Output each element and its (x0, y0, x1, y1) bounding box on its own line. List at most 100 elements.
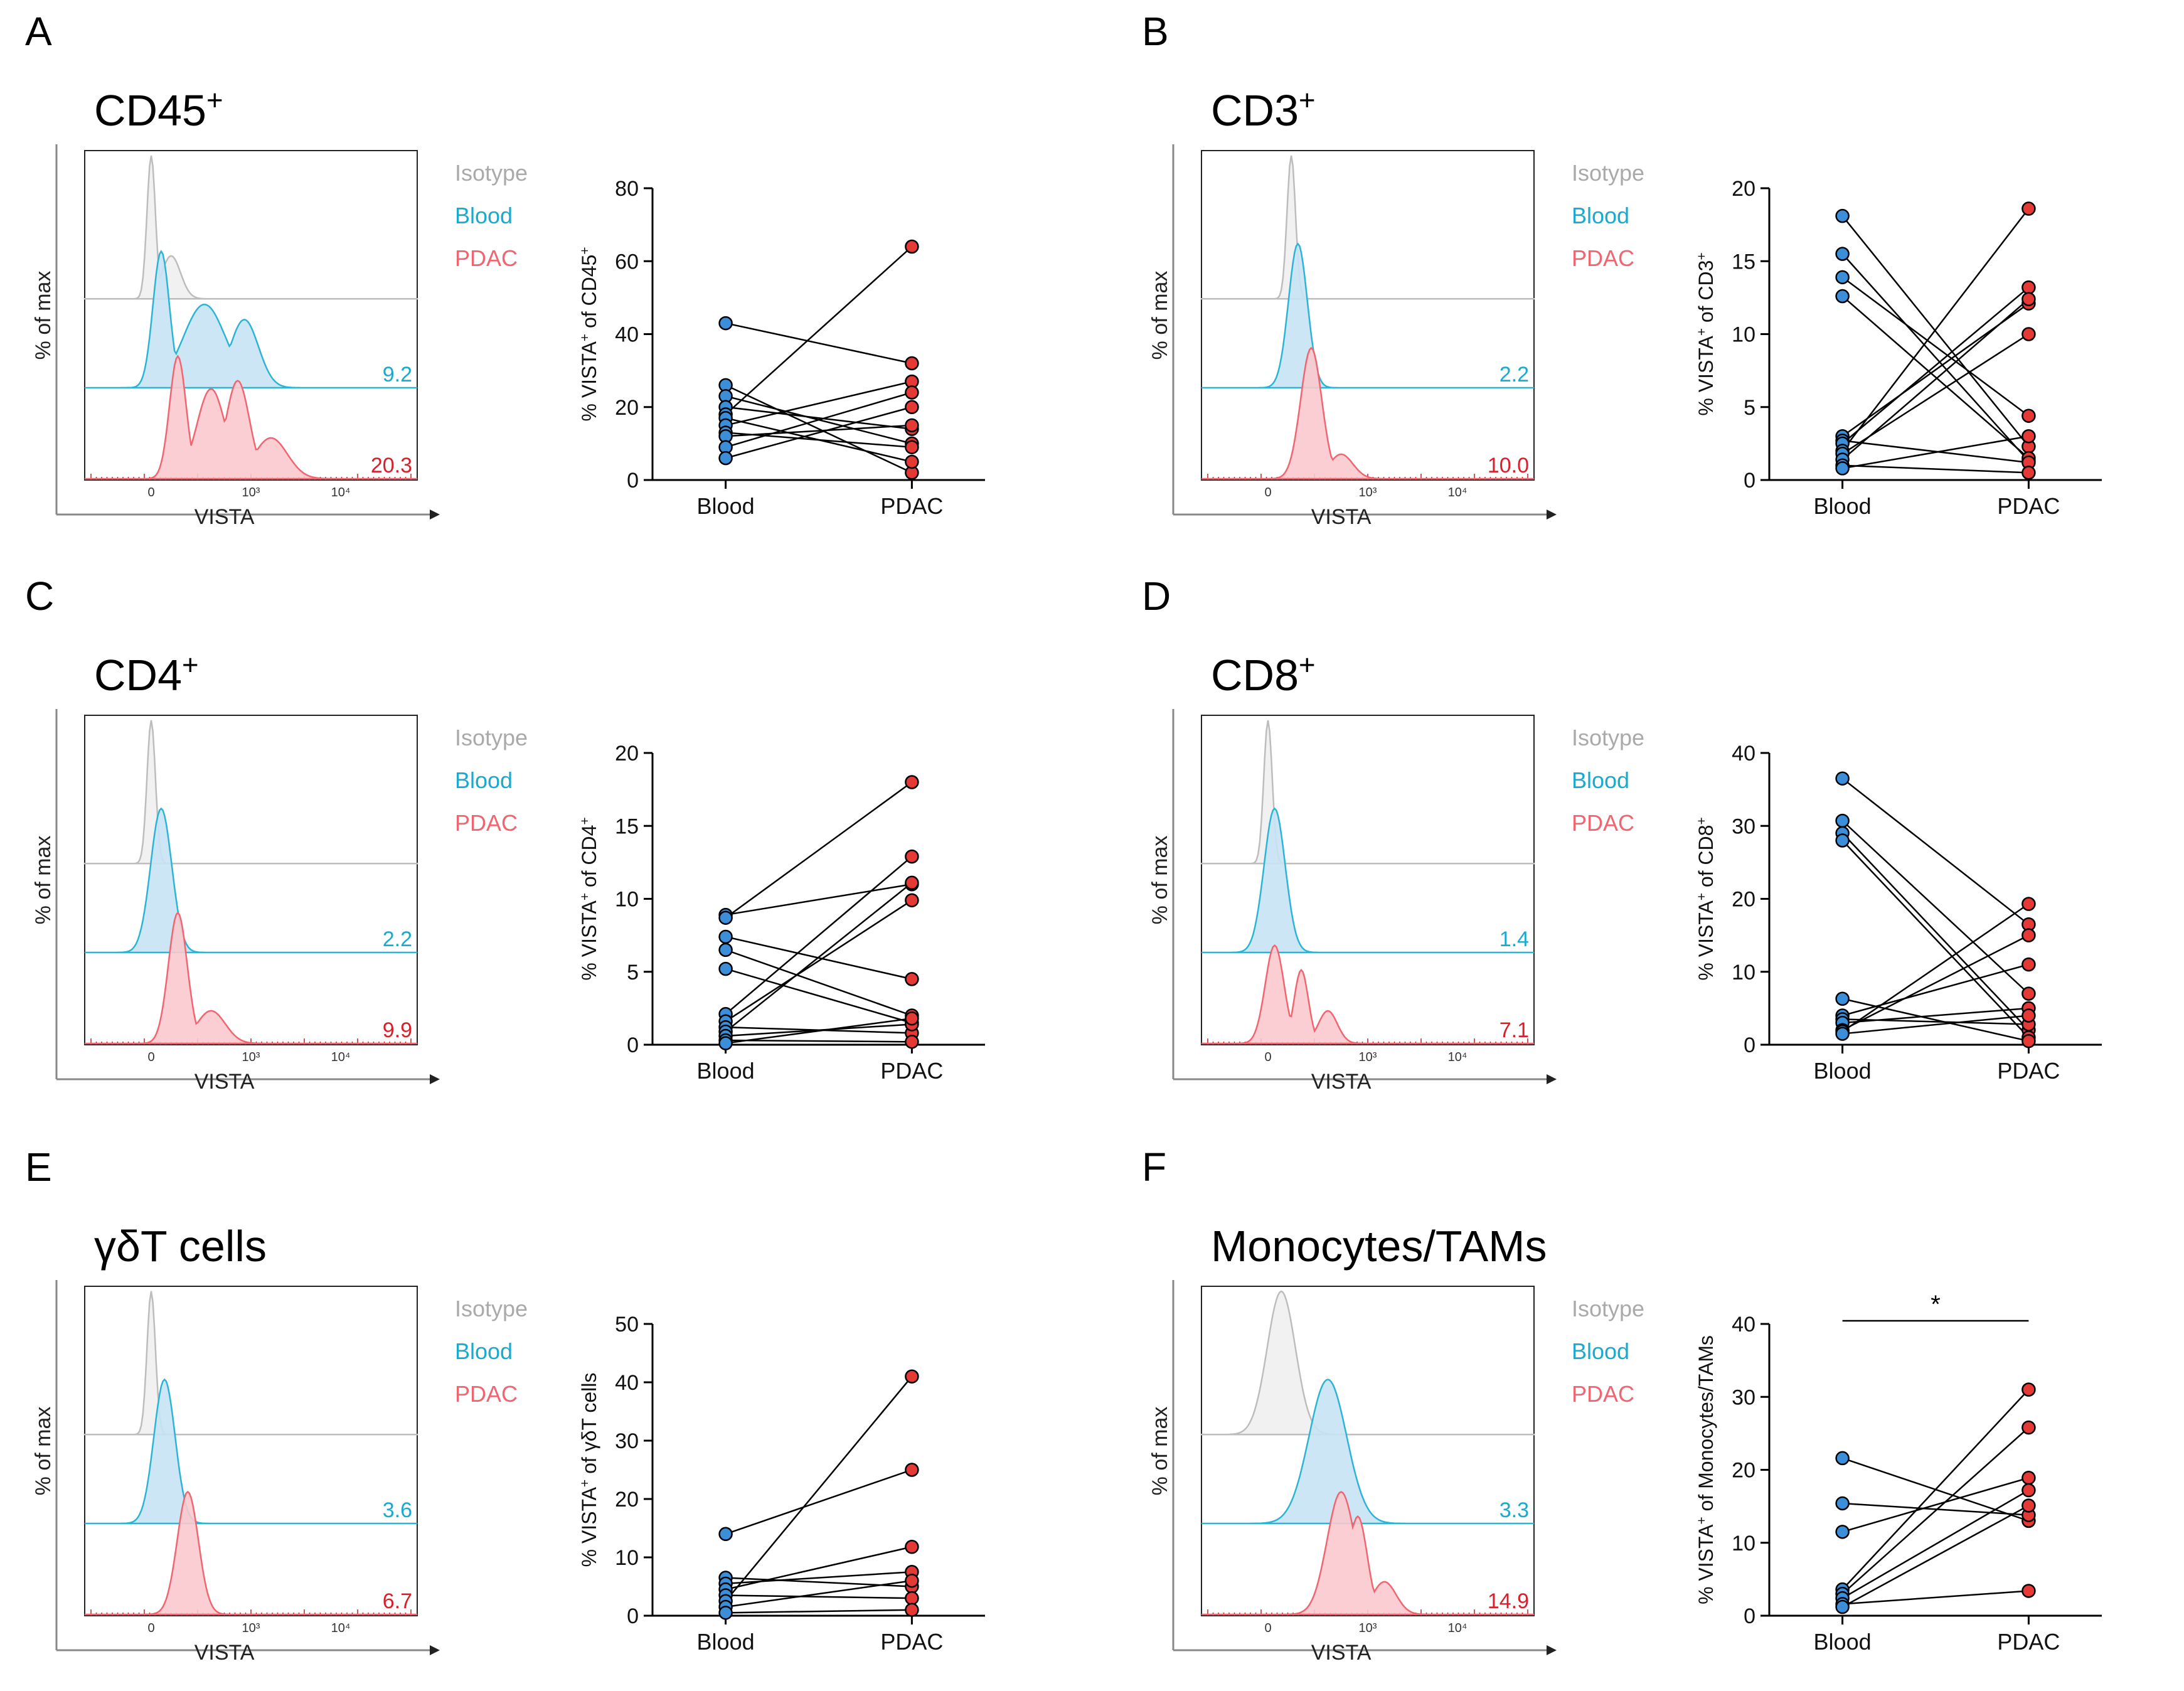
pair-line (725, 883, 912, 916)
panel-title: CD3+ (1211, 84, 1316, 136)
histogram-blood (1201, 807, 1534, 954)
hist-tick-label: 0 (147, 1621, 154, 1635)
pdac-point (2022, 292, 2036, 306)
scatter-ylabel: % VISTA+ of γδT cells (578, 1373, 601, 1567)
y-tick-label: 40 (615, 1371, 639, 1395)
pdac-point (2022, 280, 2036, 295)
hist-tick-label: 10³ (1359, 1050, 1377, 1064)
blood-point (1835, 1451, 1850, 1466)
pdac-point (2022, 327, 2036, 341)
hist-xlabel: VISTA (1311, 1641, 1372, 1665)
y-tick-label: 10 (615, 888, 639, 912)
hist-tick-label: 10⁴ (1448, 1050, 1468, 1064)
legend-isotype: Isotype (455, 1296, 528, 1321)
pair-line (1841, 820, 2030, 995)
hist-tick-label: 0 (147, 486, 154, 499)
pair-line (1841, 287, 2030, 444)
pair-line (1841, 298, 2030, 461)
pdac-point (2022, 1382, 2036, 1397)
category-label-pdac: PDAC (1997, 1629, 2060, 1655)
mfi-blood: 2.2 (1500, 363, 1529, 387)
blood-point (718, 1606, 733, 1620)
pdac-point (905, 849, 919, 864)
histogram-iso (1200, 155, 1535, 300)
histogram-frame (84, 715, 418, 1045)
histogram-frame (1201, 715, 1535, 1045)
panel-letter: A (25, 9, 52, 54)
pair-line (1841, 840, 2030, 1038)
y-tick-label: 15 (615, 814, 639, 838)
pair-line (1841, 215, 2030, 447)
category-label-pdac: PDAC (880, 493, 943, 519)
blood-point (718, 316, 733, 331)
legend-blood: Blood (455, 1338, 513, 1364)
pair-line (1841, 903, 2030, 1033)
mfi-blood: 9.2 (383, 363, 412, 387)
pdac-point (2022, 466, 2036, 480)
blood-point (1835, 771, 1850, 786)
y-tick-label: 0 (1744, 1033, 1755, 1057)
pair-line (725, 899, 913, 1022)
pdac-point (2022, 1033, 2036, 1048)
pair-line (725, 949, 912, 1016)
y-tick-label: 40 (1732, 742, 1755, 765)
blood-point (1835, 270, 1850, 285)
pdac-point (905, 1540, 919, 1554)
pair-line (725, 1469, 912, 1535)
mfi-pdac: 10.0 (1488, 454, 1529, 477)
y-tick-label: 20 (1732, 1459, 1755, 1483)
pdac-point (2022, 1471, 2036, 1485)
pair-line (1842, 464, 2029, 474)
legend-isotype: Isotype (1572, 160, 1644, 186)
pair-line (725, 1375, 913, 1602)
blood-point (1835, 1496, 1850, 1511)
pair-line (725, 856, 913, 1015)
pdac-point (905, 1573, 919, 1588)
blood-point (1835, 1027, 1850, 1041)
histogram-pdac (85, 1490, 417, 1616)
legend-isotype: Isotype (1572, 725, 1644, 750)
pair-line (725, 781, 913, 919)
category-label-pdac: PDAC (1997, 1058, 2060, 1084)
hist-ylabel: % of max (1148, 836, 1172, 925)
blood-point (718, 451, 733, 466)
y-tick-label: 10 (1732, 323, 1755, 347)
pair-line (725, 1609, 912, 1614)
histogram-blood (1201, 1379, 1534, 1525)
hist-tick-label: 10⁴ (1448, 1621, 1468, 1635)
pair-line (725, 1017, 912, 1044)
panel-title: γδT cells (94, 1222, 267, 1271)
pdac-point (2022, 957, 2036, 972)
panel-C: C CD4+ % of max VISTA 0 10³ 10⁴ 2.2 9.9 Isotype Bl… (25, 573, 985, 1094)
histogram-blood (85, 807, 417, 954)
y-tick-label: 60 (615, 250, 639, 274)
blood-point (718, 942, 733, 958)
legend-blood: Blood (1572, 203, 1629, 228)
pdac-point (905, 385, 919, 400)
legend-pdac: PDAC (1572, 810, 1634, 836)
y-tick-label: 30 (1732, 814, 1755, 838)
legend-isotype: Isotype (455, 160, 528, 186)
hist-x-arrow (1547, 509, 1557, 520)
mfi-blood: 3.3 (1500, 1498, 1529, 1522)
pair-line (725, 406, 912, 459)
panel-title: CD45+ (94, 84, 223, 136)
histogram-pdac (1201, 944, 1534, 1045)
pdac-point (905, 1603, 919, 1617)
pdac-point (905, 875, 919, 890)
pair-line (725, 406, 912, 430)
blood-point (718, 910, 733, 925)
blood-point (718, 1527, 733, 1542)
hist-tick-label: 0 (1264, 1621, 1271, 1635)
hist-tick-label: 10⁴ (331, 486, 351, 499)
y-tick-label: 0 (627, 469, 639, 493)
pair-line (725, 384, 912, 474)
y-tick-label: 50 (615, 1313, 639, 1336)
panel-letter: B (1142, 9, 1169, 54)
pair-line (1842, 1015, 2029, 1035)
pair-line (725, 246, 913, 415)
mfi-blood: 2.2 (383, 927, 412, 951)
blood-point (1835, 1525, 1850, 1539)
pdac-point (2022, 986, 2036, 1001)
